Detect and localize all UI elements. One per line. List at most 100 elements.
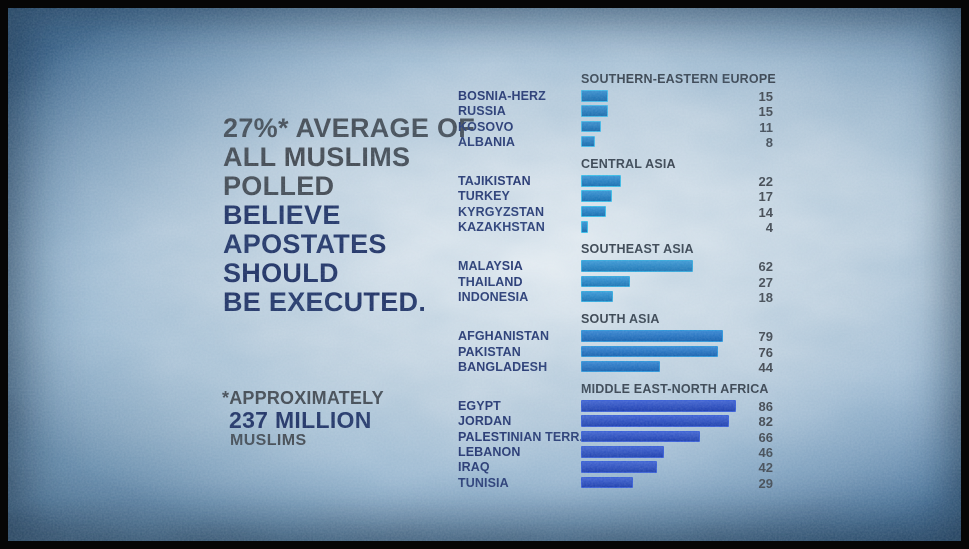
bar-row: KYRGYZSTAN 14 <box>458 205 773 220</box>
bar <box>581 290 614 303</box>
value-label: 14 <box>758 204 773 220</box>
footnote-muslims: MUSLIMS <box>230 432 307 449</box>
footnote: *APPROXIMATELY 237 MILLION MUSLIMS <box>222 388 384 450</box>
country-label: BANGLADESH <box>458 359 548 374</box>
value-label: 27 <box>758 274 773 290</box>
country-label: TUNISIA <box>458 475 509 490</box>
bar <box>581 260 693 272</box>
bar <box>581 190 612 202</box>
bar <box>581 275 630 288</box>
country-label: TURKEY <box>458 189 510 204</box>
country-label: TAJIKISTAN <box>458 174 531 189</box>
bar <box>581 446 664 458</box>
value-label: 17 <box>758 189 773 205</box>
chart-section: MIDDLE EAST-NORTH AFRICA EGYPT 86 JORDAN 82 P… <box>458 381 773 491</box>
bar <box>581 400 736 412</box>
bar-row: MALAYSIA 62 <box>458 259 773 274</box>
value-label: 46 <box>758 445 773 461</box>
value-label: 4 <box>765 220 773 236</box>
bar-row: LEBANON 46 <box>458 445 773 460</box>
country-label: RUSSIA <box>458 104 506 119</box>
bar <box>581 90 608 102</box>
bar <box>581 105 608 117</box>
value-label: 86 <box>758 399 773 415</box>
bar <box>581 221 589 233</box>
headline-line: 27%* AVERAGE OF <box>223 113 476 143</box>
country-label: PALESTINIAN TERR. <box>458 429 584 444</box>
bar-row: TURKEY 17 <box>458 189 773 204</box>
bar-row: THAILAND 27 <box>458 275 773 290</box>
bar <box>581 461 657 473</box>
headline-line: APOSTATES <box>223 229 387 259</box>
region-header: CENTRAL ASIA <box>581 157 676 172</box>
region-header: SOUTHEAST ASIA <box>581 242 694 257</box>
chart-section: SOUTHERN-EASTERN EUROPE BOSNIA-HERZ 15 RUSS… <box>458 71 776 150</box>
country-label: KOSOVO <box>458 119 514 134</box>
infographic-canvas: 27%* AVERAGE OF ALL MUSLIMS POLLED BELIEVE A… <box>8 8 961 541</box>
headline-line: POLLED <box>223 171 335 201</box>
country-label: KYRGYZSTAN <box>458 204 545 219</box>
bar <box>581 415 729 427</box>
value-label: 29 <box>758 475 773 491</box>
value-label: 79 <box>758 329 773 345</box>
country-label: IRAQ <box>458 460 490 475</box>
bar-row: AFGHANISTAN 79 <box>458 329 773 344</box>
bar-row: BANGLADESH 44 <box>458 360 773 375</box>
bar-row: EGYPT 86 <box>458 399 773 414</box>
bar-row: PALESTINIAN TERR. 66 <box>458 430 773 445</box>
bar-row: INDONESIA 18 <box>458 290 773 305</box>
chart-section: SOUTH ASIA AFGHANISTAN 79 PAKISTAN 76 BANGLAD… <box>458 311 773 375</box>
bar <box>581 360 661 373</box>
chart-section: SOUTHEAST ASIA MALAYSIA 62 THAILAND 27 INDONE… <box>458 241 773 305</box>
bar <box>581 330 724 342</box>
value-label: 62 <box>758 259 773 275</box>
value-label: 15 <box>758 104 773 120</box>
headline-line: BE EXECUTED. <box>223 287 427 317</box>
bar <box>581 135 596 148</box>
headline-line: BELIEVE <box>223 200 341 230</box>
value-label: 8 <box>765 134 773 150</box>
country-label: EGYPT <box>458 399 501 414</box>
value-label: 11 <box>759 119 773 135</box>
value-label: 42 <box>758 460 773 476</box>
bar <box>581 120 601 133</box>
bar <box>581 430 700 443</box>
value-label: 22 <box>758 174 773 190</box>
bar-row: ALBANIA 8 <box>458 135 773 150</box>
bar <box>581 175 621 187</box>
bar-row: BOSNIA-HERZ 15 <box>458 89 773 104</box>
value-label: 76 <box>758 344 773 360</box>
chart-section: CENTRAL ASIA TAJIKISTAN 22 TURKEY 17 KYRGYZST… <box>458 156 773 235</box>
region-header: SOUTHERN-EASTERN EUROPE <box>581 72 776 86</box>
footnote-237-million: 237 MILLION <box>229 407 372 433</box>
country-label: THAILAND <box>458 274 523 289</box>
bar-chart: SOUTHERN-EASTERN EUROPE BOSNIA-HERZ 15 RUSS… <box>458 71 776 491</box>
value-label: 66 <box>758 429 773 445</box>
country-label: INDONESIA <box>458 289 529 304</box>
bar-row: RUSSIA 15 <box>458 104 773 119</box>
region-header: MIDDLE EAST-NORTH AFRICA <box>581 382 769 397</box>
bar-row: KOSOVO 11 <box>458 120 773 135</box>
country-label: PAKISTAN <box>458 344 521 359</box>
bar-row: JORDAN 82 <box>458 414 773 429</box>
value-label: 44 <box>758 359 773 375</box>
country-label: JORDAN <box>458 414 512 429</box>
footnote-approximately: *APPROXIMATELY <box>222 388 384 408</box>
bar-row: KAZAKHSTAN 4 <box>458 220 773 235</box>
country-label: AFGHANISTAN <box>458 329 550 344</box>
bar-row: TUNISIA 29 <box>458 476 773 491</box>
headline-line: ALL MUSLIMS <box>223 142 411 172</box>
bar <box>581 345 718 358</box>
bar <box>581 205 607 218</box>
country-label: BOSNIA-HERZ <box>458 89 546 103</box>
headline: 27%* AVERAGE OF ALL MUSLIMS POLLED BELIEVE A… <box>223 114 475 317</box>
country-label: LEBANON <box>458 445 521 460</box>
country-label: ALBANIA <box>458 134 515 149</box>
bar-row: IRAQ 42 <box>458 460 773 475</box>
bar-row: TAJIKISTAN 22 <box>458 174 773 189</box>
value-label: 82 <box>758 414 773 430</box>
bar-row: PAKISTAN 76 <box>458 345 773 360</box>
bar <box>581 476 634 489</box>
region-header: SOUTH ASIA <box>581 312 660 327</box>
